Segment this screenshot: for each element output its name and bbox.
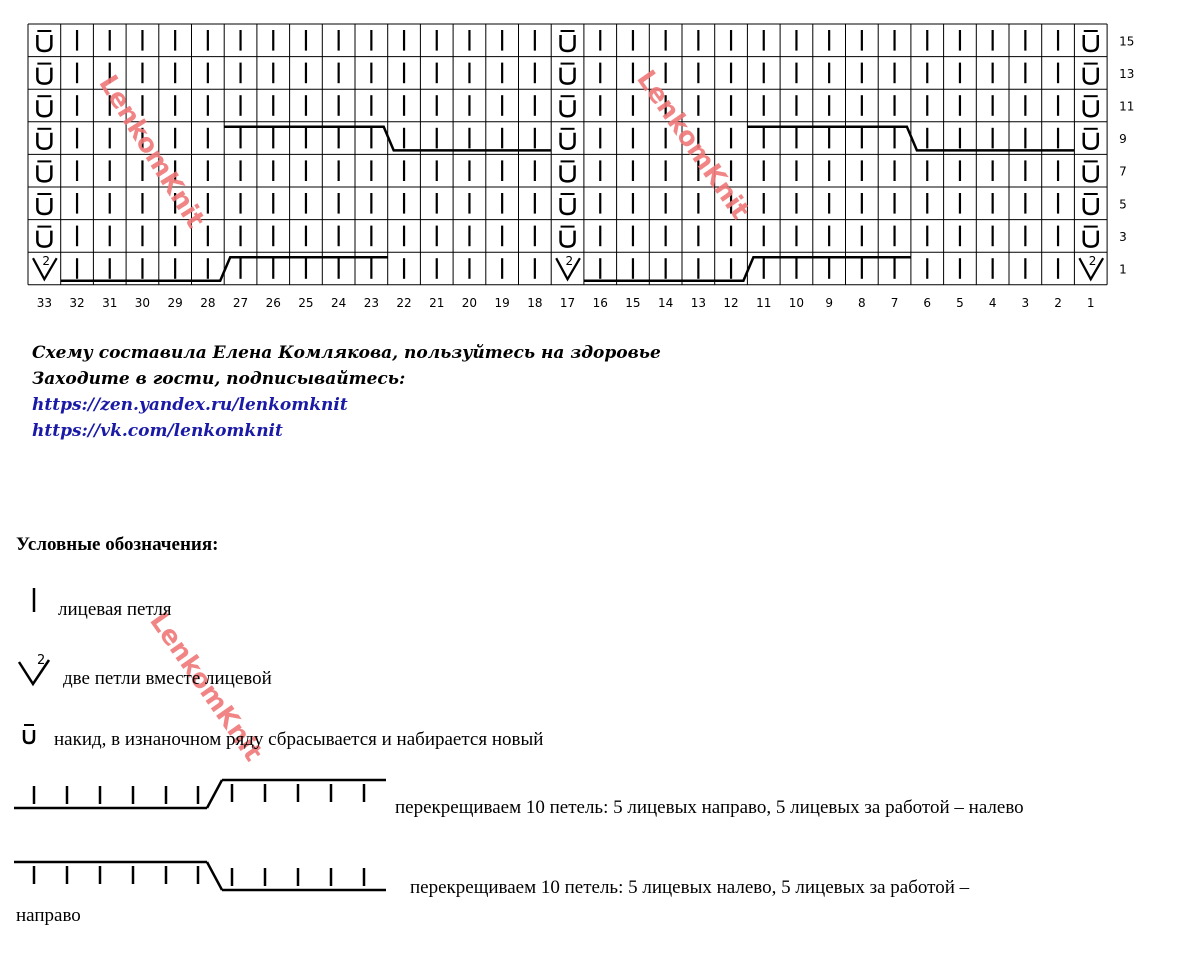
svg-text:2: 2 — [42, 254, 50, 268]
column-label: 28 — [200, 296, 215, 310]
column-label: 24 — [331, 296, 346, 310]
legend-k2tog-text: две петли вместе лицевой — [63, 668, 272, 689]
legend-title: Условные обозначения: — [16, 534, 219, 555]
column-label: 6 — [923, 296, 931, 310]
column-label: 31 — [102, 296, 117, 310]
yarn-over-icon — [36, 95, 53, 118]
column-label: 4 — [989, 296, 997, 310]
yarn-over-icon — [1082, 225, 1099, 248]
column-label: 14 — [658, 296, 673, 310]
yarn-over-icon — [1082, 127, 1099, 151]
row-label: 5 — [1119, 197, 1127, 211]
yarn-over-icon — [1082, 62, 1099, 85]
yarn-over-icon — [36, 127, 53, 151]
column-label: 23 — [364, 296, 379, 310]
row-label: 11 — [1119, 100, 1134, 114]
row-label: 7 — [1119, 165, 1127, 179]
row-labels: 15 13 11 9 7 5 3 1 — [1119, 34, 1134, 276]
yarn-over-icon — [1082, 193, 1099, 216]
column-label: 19 — [495, 296, 510, 310]
yarn-over-icon — [36, 160, 53, 183]
cable-left-icon — [14, 860, 386, 892]
chart-grid — [27, 23, 1108, 286]
author-note: Схему составила Елена Комлякова, пользуй… — [32, 340, 661, 444]
row-label: 15 — [1119, 34, 1134, 48]
row-label: 9 — [1119, 132, 1127, 146]
yarn-over-icon — [36, 193, 53, 216]
yarn-over-icon — [36, 62, 53, 85]
yarn-over-icon — [36, 225, 53, 248]
legend-cable-left-text: перекрещиваем 10 петель: 5 лицевых налев… — [410, 877, 970, 898]
svg-text:2: 2 — [37, 653, 45, 668]
column-label: 8 — [858, 296, 866, 310]
cable-right-icon — [14, 778, 386, 810]
column-label: 9 — [825, 296, 833, 310]
note-line-2: Заходите в гости, подписывайтесь: — [32, 369, 406, 389]
column-label: 26 — [266, 296, 281, 310]
column-label: 15 — [625, 296, 640, 310]
yarn-over-icon — [22, 724, 36, 745]
column-label: 11 — [756, 296, 771, 310]
svg-text:2: 2 — [1089, 254, 1097, 268]
knit-stitch-icon — [32, 588, 36, 612]
legend-cable-right-text: перекрещиваем 10 петель: 5 лицевых напра… — [395, 797, 1024, 818]
column-label: 29 — [168, 296, 183, 310]
column-label: 13 — [691, 296, 706, 310]
column-label: 20 — [462, 296, 477, 310]
column-label: 5 — [956, 296, 964, 310]
k2tog-icon: 2 — [1078, 254, 1105, 282]
zen-link[interactable]: https://zen.yandex.ru/lenkomknit — [32, 395, 348, 415]
k2tog-icon: 2 — [32, 254, 58, 282]
row-label: 1 — [1119, 263, 1127, 277]
yarn-over-icon — [559, 62, 576, 85]
column-label: 27 — [233, 296, 248, 310]
column-label: 25 — [298, 296, 313, 310]
column-label: 2 — [1054, 296, 1062, 310]
column-label: 7 — [891, 296, 899, 310]
column-label: 30 — [135, 296, 150, 310]
chart-symbols: 2 2 2 — [32, 30, 1105, 282]
column-label: 21 — [429, 296, 444, 310]
yarn-over-icon — [36, 30, 53, 53]
column-label: 16 — [593, 296, 608, 310]
column-label: 18 — [527, 296, 542, 310]
k2tog-icon: 2 — [555, 254, 581, 282]
cable-line — [747, 125, 1075, 152]
chart-cables — [60, 125, 1075, 283]
svg-text:2: 2 — [566, 254, 574, 268]
cable-line — [60, 255, 388, 283]
vk-link[interactable]: https://vk.com/lenkomknit — [32, 421, 283, 441]
column-label: 3 — [1022, 296, 1030, 310]
column-label: 32 — [69, 296, 84, 310]
cable-line — [583, 255, 911, 283]
row-label: 13 — [1119, 67, 1134, 81]
legend-cable-left-text-wrap: направо — [16, 905, 81, 926]
column-label: 22 — [396, 296, 411, 310]
yarn-over-icon — [559, 160, 576, 183]
k2tog-icon: 2 — [17, 653, 51, 687]
column-labels: 33 32 31 30 29 28 27 26 25 24 23 22 21 20 19 18 17 16 15 14… — [37, 296, 1095, 310]
yarn-over-icon — [559, 95, 576, 118]
column-label: 17 — [560, 296, 575, 310]
legend-yarn-over-text: накид, в изнаночном ряду сбрасывается и … — [54, 729, 544, 750]
yarn-over-icon — [559, 30, 576, 53]
row-label: 3 — [1119, 230, 1127, 244]
cable-line — [224, 125, 552, 152]
column-label: 12 — [723, 296, 738, 310]
column-label: 33 — [37, 296, 52, 310]
yarn-over-icon — [1082, 160, 1099, 183]
yarn-over-icon — [559, 127, 576, 151]
column-label: 10 — [789, 296, 804, 310]
yarn-over-icon — [559, 193, 576, 216]
yarn-over-icon — [1082, 30, 1099, 53]
yarn-over-icon — [559, 225, 576, 248]
note-line-1: Схему составила Елена Комлякова, пользуй… — [32, 343, 661, 363]
column-label: 1 — [1087, 296, 1095, 310]
yarn-over-icon — [1082, 95, 1099, 118]
legend-knit-text: лицевая петля — [58, 599, 172, 620]
